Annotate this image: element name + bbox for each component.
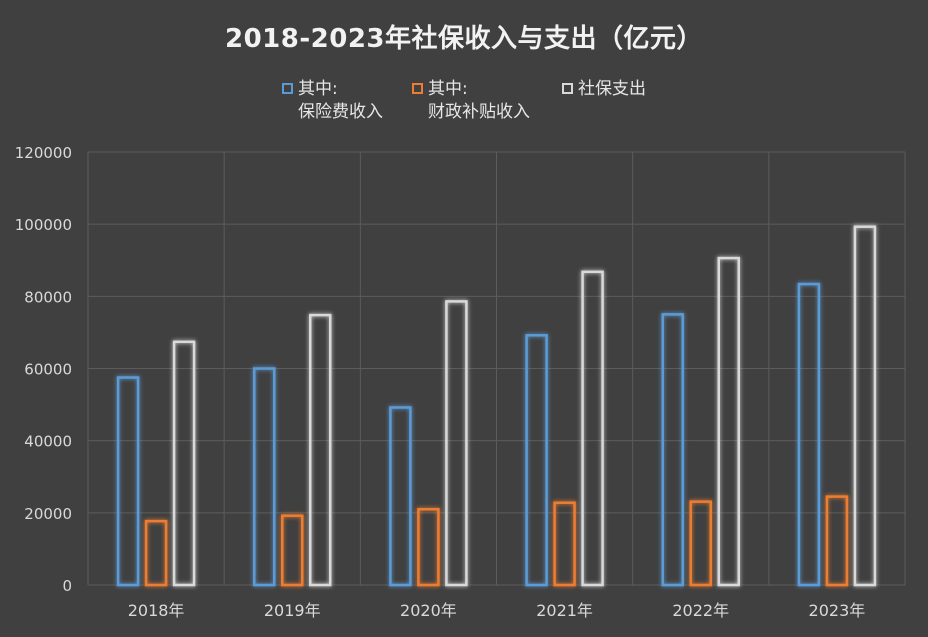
bar-series0-1 [253, 367, 276, 587]
bar-series0-2 [389, 406, 412, 587]
legend-label-premium-income: 其中: 保险费收入 [298, 79, 383, 122]
y-tick-label: 0 [62, 577, 72, 595]
x-tick-label: 2021年 [536, 601, 593, 620]
y-axis-ticks: 0 20000 40000 60000 80000 100000 120000 [15, 144, 72, 595]
bar-series2-1 [309, 313, 332, 587]
bar-series2-5 [853, 225, 877, 587]
legend-label-subsidy-income: 其中: 财政补贴收入 [428, 79, 530, 122]
x-axis-ticks: 2018年 2019年 2020年 2021年 2022年 2023年 [128, 601, 866, 620]
bar-series2-4 [717, 256, 740, 587]
y-tick-label: 60000 [24, 361, 72, 379]
y-tick-label: 100000 [15, 216, 72, 234]
bar-series0-3 [525, 334, 548, 587]
bar-series2-3 [581, 270, 604, 587]
gridlines [87, 151, 906, 586]
legend-swatch-premium-income [282, 83, 293, 94]
x-tick-label: 2019年 [264, 601, 321, 620]
x-tick-label: 2023年 [809, 601, 866, 620]
chart-title: 2018-2023年社保收入与支出（亿元） [224, 24, 704, 54]
bar-series0-0 [116, 376, 140, 587]
y-tick-label: 80000 [24, 288, 72, 306]
legend-swatch-expenditure [562, 83, 573, 94]
x-tick-label: 2022年 [672, 601, 729, 620]
bar-series0-4 [661, 313, 684, 587]
legend-item-premium-income: 其中: 保险费收入 [282, 78, 383, 124]
bar-series1-0 [144, 519, 168, 587]
legend-label-expenditure: 社保支出 [578, 79, 646, 99]
legend: 其中: 保险费收入 其中: 财政补贴收入 社保支出 [0, 78, 928, 138]
legend-item-expenditure: 社保支出 [562, 78, 646, 101]
legend-swatch-subsidy-income [412, 83, 423, 94]
bars [116, 225, 877, 587]
bar-series2-0 [172, 340, 196, 587]
bar-series1-2 [417, 507, 440, 587]
bar-series1-4 [689, 500, 712, 587]
x-tick-label: 2018年 [128, 601, 185, 620]
x-tick-label: 2020年 [400, 601, 457, 620]
bar-series1-3 [553, 501, 576, 587]
y-tick-label: 120000 [15, 144, 72, 162]
bar-series1-1 [281, 514, 304, 587]
y-tick-label: 20000 [24, 505, 72, 523]
legend-item-subsidy-income: 其中: 财政补贴收入 [412, 78, 530, 124]
y-tick-label: 40000 [24, 433, 72, 451]
bar-series0-5 [797, 282, 821, 587]
bar-series2-2 [445, 300, 468, 587]
bar-series1-5 [825, 495, 849, 587]
